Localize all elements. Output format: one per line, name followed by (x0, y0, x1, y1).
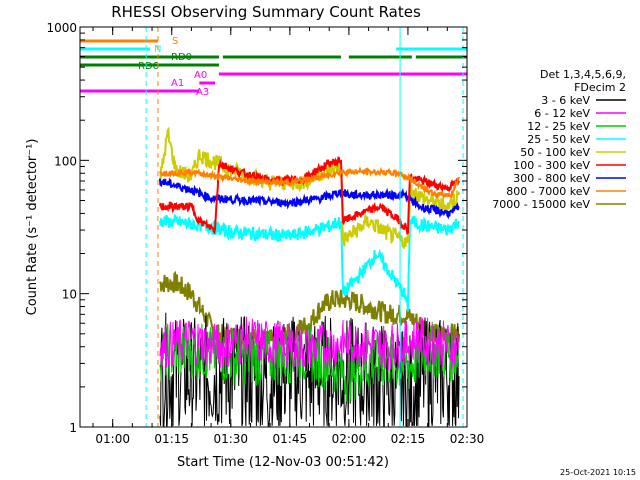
state-label-rd6: RD6 (138, 61, 159, 72)
series-line-b25 (158, 213, 461, 312)
x-tick-label: 02:30 (450, 432, 485, 446)
legend-label-b25: 25 - 50 keV (527, 133, 590, 146)
series-line-b3 (159, 312, 460, 427)
attenuator-bars: SNRD0RD6A0A1A3 (80, 36, 467, 98)
y-tick-label: 100 (54, 154, 77, 168)
legend-label-b6: 6 - 12 keV (534, 107, 590, 120)
x-tick-label: 01:30 (213, 432, 248, 446)
legend-header-line-2: FDecim 2 (574, 81, 626, 94)
x-tick-label: 01:15 (154, 432, 189, 446)
vertical-markers (145, 27, 464, 427)
state-label-a0: A0 (194, 70, 207, 81)
legend-label-b12: 12 - 25 keV (527, 120, 590, 133)
legend-label-b800: 800 - 7000 keV (506, 185, 590, 198)
x-axis-label: Start Time (12-Nov-03 00:51:42) (177, 455, 389, 470)
plot-frame (79, 26, 468, 428)
axes: 01:00 01:15 01:30 01:45 02:00 02:15 02:30 1 10 10… (46, 21, 484, 446)
chart-title: RHESSI Observing Summary Count Rates (111, 3, 421, 21)
x-tick-label: 02:00 (332, 432, 367, 446)
x-tick-label: 01:00 (95, 432, 130, 446)
legend-label-b100: 100 - 300 keV (513, 159, 590, 172)
y-tick-label: 10 (62, 288, 77, 302)
series-line-b6 (159, 316, 460, 371)
plot-area (158, 126, 461, 427)
legend-label-b7000: 7000 - 15000 keV (492, 198, 590, 211)
y-axis-label: Count Rate (s⁻¹ detector⁻¹) (25, 139, 40, 316)
series-line-b800 (159, 166, 461, 201)
series-line-b100 (158, 156, 461, 235)
state-label-a1: A1 (171, 78, 184, 89)
state-label-a3: A3 (196, 87, 209, 98)
y-tick-label: 1 (69, 421, 77, 435)
footer-timestamp: 25-Oct-2021 10:15 (560, 468, 636, 477)
state-label-s: S (172, 36, 178, 47)
legend-header-line-1: Det 1,3,4,5,6,9, (540, 68, 626, 81)
x-tick-label: 01:45 (273, 432, 308, 446)
legend-label-b3: 3 - 6 keV (541, 94, 590, 107)
legend-label-b300: 300 - 800 keV (513, 172, 590, 185)
state-label-rd0: RD0 (171, 52, 192, 63)
x-tick-label: 02:15 (391, 432, 426, 446)
series-line-b12 (159, 321, 460, 403)
y-tick-label: 1000 (46, 21, 77, 35)
legend-label-b50: 50 - 100 keV (520, 146, 590, 159)
